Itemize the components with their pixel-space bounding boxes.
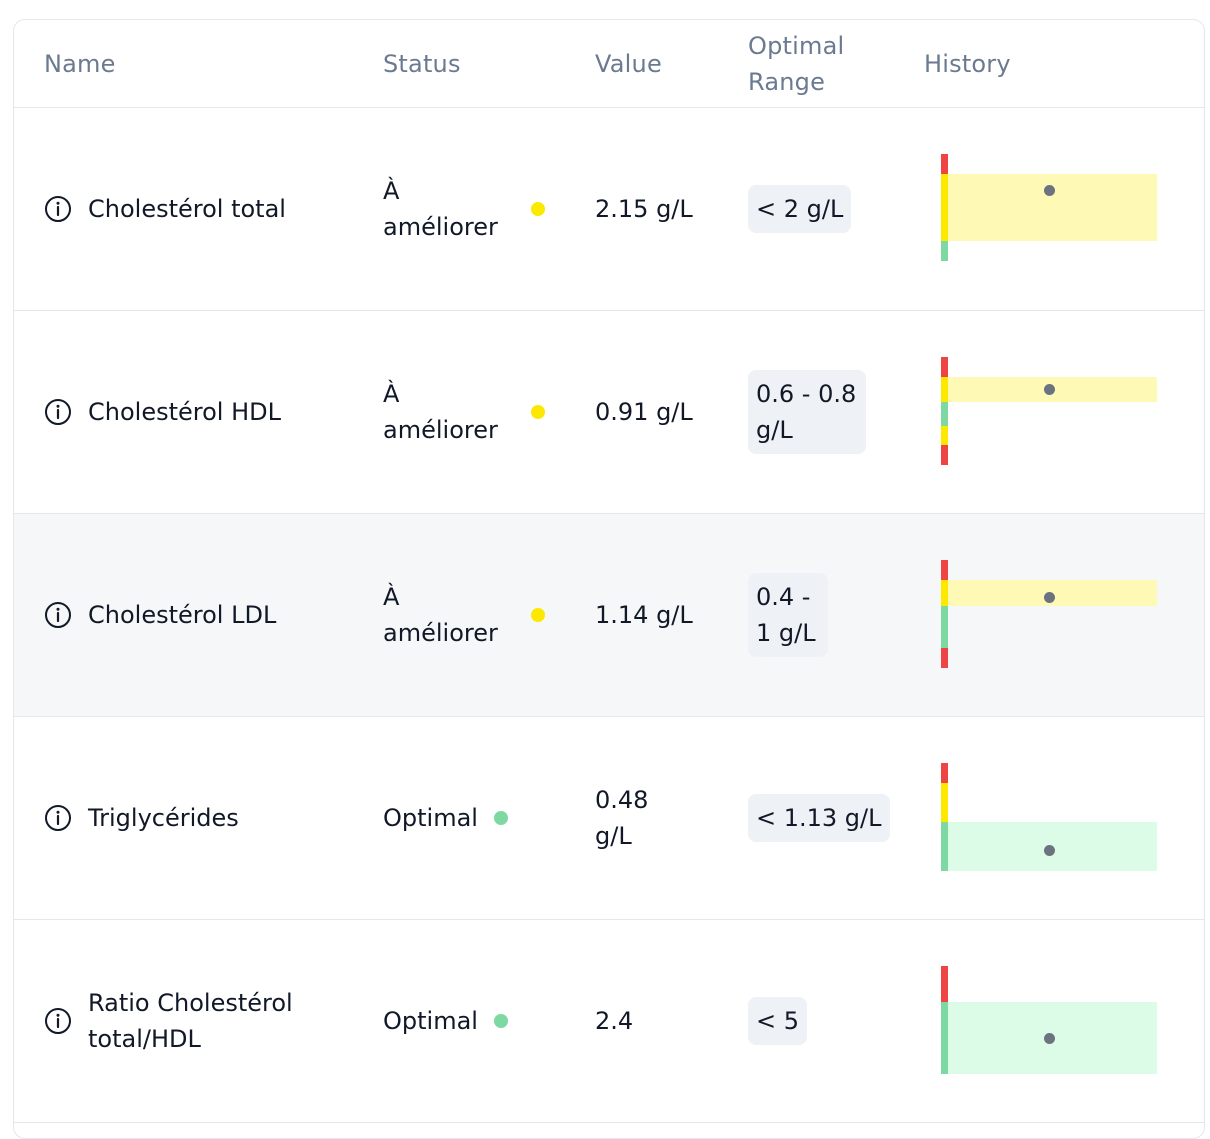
info-icon[interactable] — [44, 195, 72, 223]
optimal-range-badge: < 2 g/L — [748, 185, 852, 233]
history-chart[interactable] — [941, 717, 1159, 920]
optimal-range-badge: 0.4 - 1 g/L — [748, 573, 828, 657]
value-label: 2.15 g/L — [595, 195, 693, 223]
zone-yellow — [941, 174, 948, 241]
history-point[interactable] — [1044, 384, 1055, 395]
header-optimal-range[interactable]: Optimal Range — [748, 32, 845, 96]
value-cell: 2.15 g/L — [595, 108, 693, 310]
zone-red — [941, 763, 948, 783]
biomarker-name: Triglycérides — [88, 804, 239, 832]
status-cell: Optimal — [383, 717, 508, 919]
biomarker-table: Name Status Value Optimal Range History … — [13, 19, 1205, 1139]
optimal-range-badge: < 5 — [748, 997, 808, 1045]
status-cell: À améliorer — [383, 311, 545, 513]
zone-green — [941, 241, 948, 261]
range-cell: < 1.13 g/L — [748, 717, 890, 919]
value-label: 2.4 — [595, 1007, 634, 1035]
zone-red — [941, 648, 948, 668]
history-point[interactable] — [1044, 845, 1055, 856]
history-point[interactable] — [1044, 1033, 1055, 1044]
range-cell: < 5 — [748, 920, 808, 1122]
table-row[interactable]: Cholestérol LDL À améliorer 1.14 g/L 0.4… — [14, 514, 1204, 717]
optimal-range-badge: < 1.13 g/L — [748, 794, 890, 842]
range-cell: < 2 g/L — [748, 108, 852, 310]
name-cell: Cholestérol total — [44, 108, 286, 310]
range-cell: 0.4 - 1 g/L — [748, 514, 828, 716]
zone-red — [941, 966, 948, 1002]
name-cell: Triglycérides — [44, 717, 239, 919]
biomarker-name: Cholestérol total — [88, 195, 286, 223]
range-cell: 0.6 - 0.8 g/L — [748, 311, 866, 513]
zone-red — [941, 445, 948, 465]
zone-red — [941, 154, 948, 174]
header-name[interactable]: Name — [44, 50, 116, 78]
value-label: 0.91 g/L — [595, 398, 693, 426]
status-dot — [531, 405, 545, 419]
optimal-range-badge: 0.6 - 0.8 g/L — [748, 370, 866, 454]
zone-yellow — [941, 377, 948, 402]
status-cell: À améliorer — [383, 108, 545, 310]
name-cell: Cholestérol HDL — [44, 311, 281, 513]
value-cell: 1.14 g/L — [595, 514, 693, 716]
zone-red — [941, 560, 948, 580]
zone-green — [941, 606, 948, 648]
value-label: 0.48 g/L — [595, 786, 649, 850]
table-row[interactable]: Ratio Cholestérol total/HDL Optimal 2.4 … — [14, 920, 1204, 1123]
status-cell: Optimal — [383, 920, 508, 1122]
table-row[interactable]: Cholestérol HDL À améliorer 0.91 g/L 0.6… — [14, 311, 1204, 514]
biomarker-name: Cholestérol HDL — [88, 398, 281, 426]
status-label: Optimal — [383, 1007, 478, 1035]
status-dot — [531, 608, 545, 622]
status-label: À améliorer — [383, 380, 498, 444]
table-header: Name Status Value Optimal Range History — [14, 20, 1204, 108]
history-chart[interactable] — [941, 311, 1159, 514]
table-row[interactable]: Cholestérol total À améliorer 2.15 g/L <… — [14, 108, 1204, 311]
history-chart[interactable] — [941, 920, 1159, 1123]
biomarker-name: Ratio Cholestérol total/HDL — [88, 989, 293, 1053]
history-chart[interactable] — [941, 514, 1159, 717]
value-cell: 2.4 — [595, 920, 633, 1122]
biomarker-name: Cholestérol LDL — [88, 601, 277, 629]
zone-yellow — [941, 580, 948, 606]
info-icon[interactable] — [44, 601, 72, 629]
status-cell: À améliorer — [383, 514, 545, 716]
history-chart[interactable] — [941, 108, 1159, 311]
value-label: 1.14 g/L — [595, 601, 693, 629]
status-dot — [531, 202, 545, 216]
value-cell: 0.48 g/L — [595, 717, 665, 919]
status-dot — [493, 811, 508, 825]
zone-yellow — [941, 783, 948, 822]
table-row[interactable]: Triglycérides Optimal 0.48 g/L < 1.13 g/… — [14, 717, 1204, 920]
header-history[interactable]: History — [924, 50, 1011, 78]
zone-red — [941, 357, 948, 377]
value-cell: 0.91 g/L — [595, 311, 693, 513]
header-status[interactable]: Status — [383, 50, 461, 78]
info-icon[interactable] — [44, 1007, 72, 1035]
status-dot — [493, 1014, 508, 1028]
current-zone-band — [948, 174, 1157, 241]
status-label: À améliorer — [383, 177, 498, 241]
name-cell: Ratio Cholestérol total/HDL — [44, 920, 318, 1122]
info-icon[interactable] — [44, 804, 72, 832]
status-label: À améliorer — [383, 583, 498, 647]
zone-green — [941, 402, 948, 426]
name-cell: Cholestérol LDL — [44, 514, 276, 716]
history-point[interactable] — [1044, 592, 1055, 603]
zone-green — [941, 822, 948, 871]
status-label: Optimal — [383, 804, 478, 832]
header-value[interactable]: Value — [595, 50, 662, 78]
zone-yellow — [941, 426, 948, 445]
history-point[interactable] — [1044, 185, 1055, 196]
info-icon[interactable] — [44, 398, 72, 426]
zone-green — [941, 1002, 948, 1074]
